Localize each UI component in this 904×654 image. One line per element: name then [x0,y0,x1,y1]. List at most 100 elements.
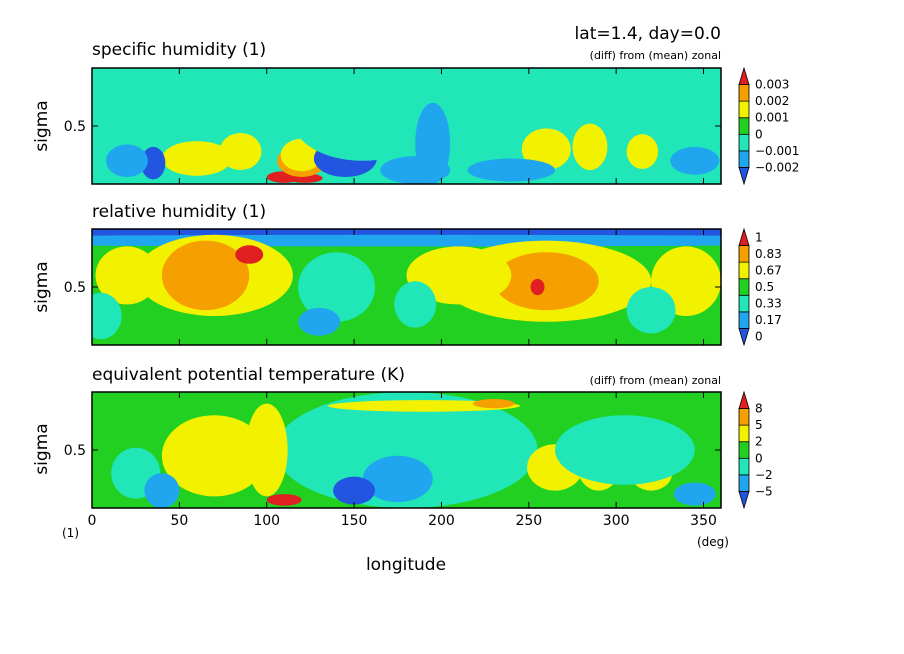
colorbar-label: 0.67 [755,263,782,277]
colorbar-swatch [738,245,750,263]
colorbar-swatch [738,390,750,409]
colorbar-swatch [738,408,750,426]
x-tick-label: 100 [253,513,280,529]
colorbar-swatch [738,167,750,186]
colorbar-label: 1 [755,230,763,244]
header-info: lat=1.4, day=0.0 [575,24,721,44]
contour-region [467,158,556,182]
contour-region [572,123,608,171]
contour-region [530,278,545,296]
contour-region [245,403,288,497]
colorbar-label: −5 [755,484,773,498]
colorbar-label: 2 [755,435,763,449]
y-tick-label: 0.5 [64,443,86,459]
panel-relative-humidity: relative humidity (1) sigma 0.5 1 0.83 0.6… [32,202,782,347]
contour-region [415,102,451,184]
contour-region [626,287,676,334]
colorbar-label: 0 [755,330,763,344]
colorbar-swatch [738,491,750,510]
colorbar-label: 0.83 [755,247,782,261]
colorbar-swatch [738,133,750,152]
contour-region [140,146,166,180]
colorbar-swatch [738,278,750,296]
y-axis-label: sigma [32,100,52,151]
y-axis-label: sigma [32,423,52,474]
x-tick-label: 250 [515,513,542,529]
contour-region [219,132,262,171]
colorbar: 8 5 2 0 −2 −5 [738,390,773,510]
colorbar-swatch [738,261,750,280]
panel-specific-humidity: specific humidity (1) (diff) from (mean)… [32,40,799,186]
colorbar-swatch [738,100,750,119]
colorbar-label: −0.002 [755,160,799,174]
panel-title: specific humidity (1) [92,40,266,60]
contour-region [161,415,267,497]
colorbar-swatch [738,457,750,476]
contour-region [266,494,302,506]
heatmap-plot: 0.5 [64,67,722,185]
contour-region [327,400,521,412]
colorbar-label: 5 [755,418,763,432]
colorbar-swatch [738,441,750,459]
y-tick-label: 0.5 [64,119,86,135]
colorbar-label: 0.001 [755,111,789,125]
colorbar-swatch [738,424,750,443]
contour-region [235,245,264,264]
panel-equivalent-potential-temperature: equivalent potential temperature (K) (di… [32,365,773,510]
x-tick-label: 150 [341,513,368,529]
colorbar-swatch [738,66,750,85]
colorbar-label: 0 [755,451,763,465]
colorbar-label: −0.001 [755,144,799,158]
colorbar-swatch [738,294,750,313]
contour-region [92,234,721,247]
contour-region [472,398,515,409]
contour-region [95,246,159,305]
contour-region [292,79,433,161]
contour-region [362,455,433,503]
x-tick-label: 300 [603,513,630,529]
x-tick-label: 200 [428,513,455,529]
colorbar: 0.003 0.002 0.001 0 −0.001 −0.002 [738,66,799,186]
heatmap-field [92,229,721,345]
colorbar-swatch [738,150,750,168]
contour-region [406,246,512,305]
panel-subtitle: (diff) from (mean) zonal [590,374,721,387]
contour-region [394,281,437,328]
contour-region [161,240,250,311]
colorbar-label: −2 [755,468,773,482]
colorbar-label: 0.17 [755,313,782,327]
x-axis-corner-unit: (1) [62,526,79,540]
colorbar-swatch [738,227,750,246]
contour-region [555,415,695,485]
colorbar-label: 0.002 [755,94,789,108]
contour-region [581,79,721,127]
x-tick-label: 350 [690,513,717,529]
contour-region [298,252,376,322]
panel-subtitle: (diff) from (mean) zonal [590,49,721,62]
colorbar-label: 0.5 [755,280,774,294]
contour-region [521,128,571,171]
contour-region [493,252,599,311]
contour-region [298,307,341,336]
colorbar-swatch [738,311,750,329]
y-tick-label: 0.5 [64,280,86,296]
panel-title: relative humidity (1) [92,202,266,222]
y-axis-label: sigma [32,261,52,312]
heatmap-plot: 0.5 [64,391,722,509]
colorbar-label: 0 [755,127,763,141]
x-axis: 0 50 100 150 200 250 300 350 [88,513,717,529]
contour-region [161,141,232,176]
colorbar-swatch [738,474,750,492]
heatmap-plot: 0.5 [64,228,722,346]
contour-region [275,392,538,508]
contour-region [105,144,148,178]
colorbar-swatch [738,84,750,102]
x-axis-label: longitude [366,555,446,575]
colorbar-label: 0.003 [755,78,789,92]
colorbar-label: 0.33 [755,297,782,311]
heatmap-field [92,392,721,508]
colorbar: 1 0.83 0.67 0.5 0.33 0.17 0 [738,227,782,347]
heatmap-field [92,68,721,184]
colorbar-swatch [738,117,750,135]
